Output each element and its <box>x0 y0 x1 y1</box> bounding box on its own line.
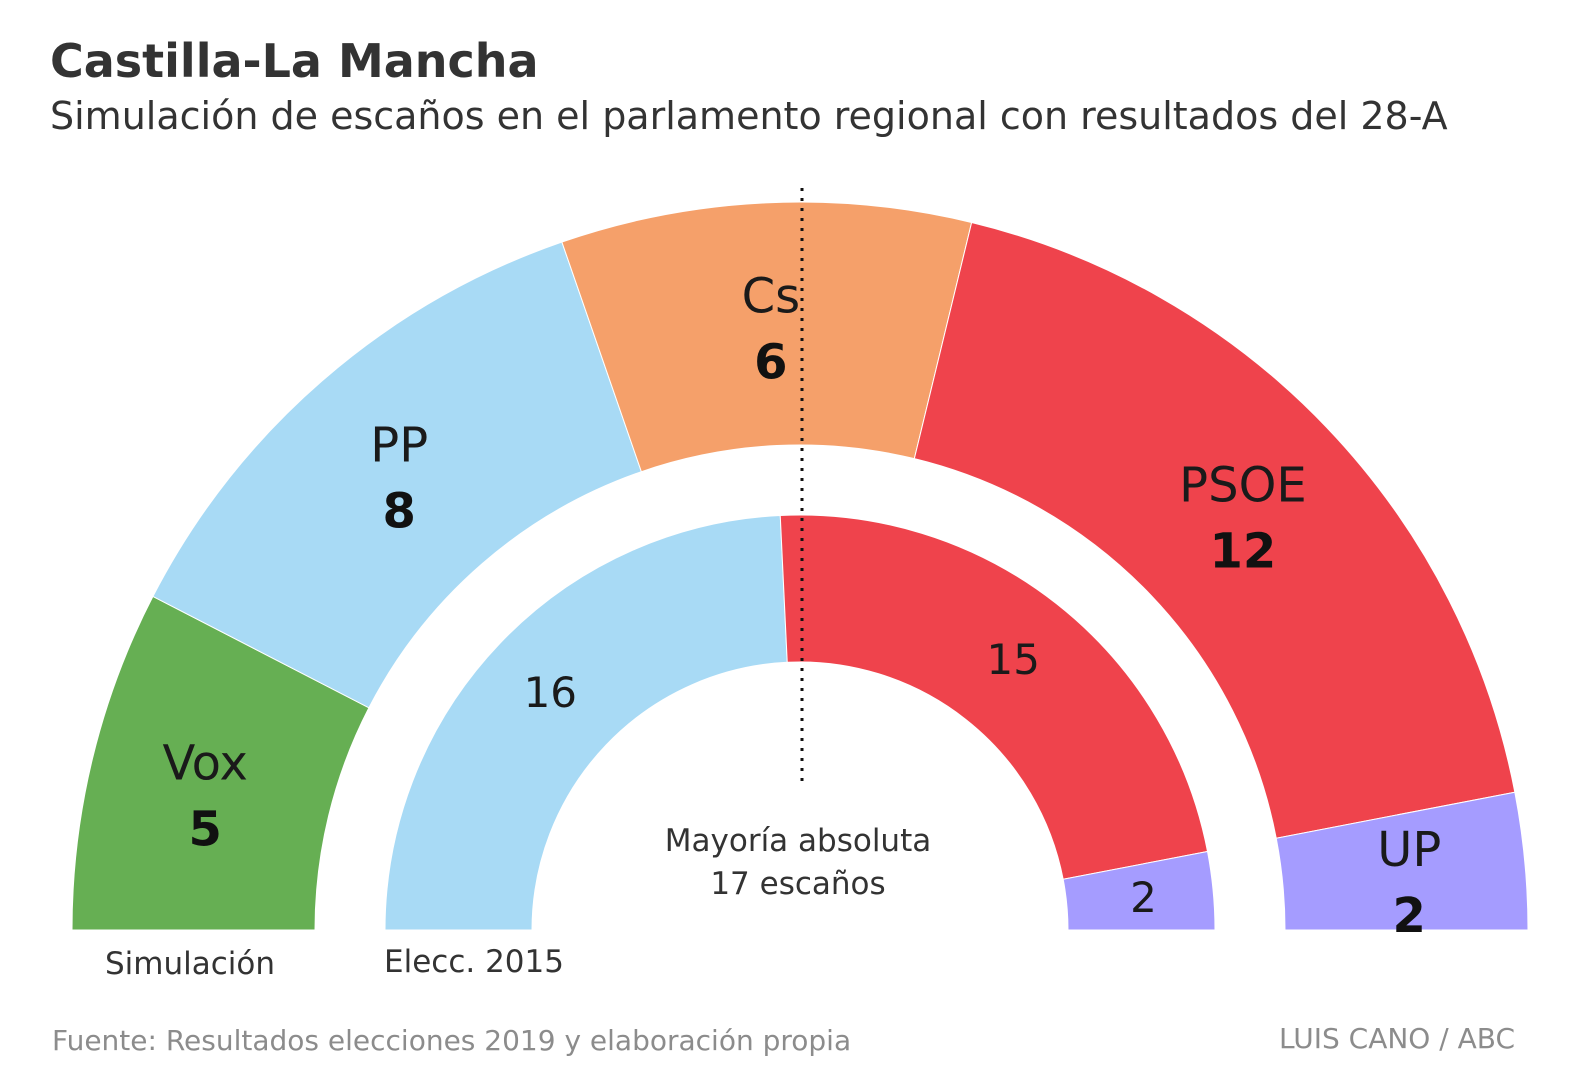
outer-psoe-seats-label: 12 <box>1210 524 1277 580</box>
credit-note: LUIS CANO / ABC <box>1279 1022 1515 1055</box>
majority-label: Mayoría absoluta <box>665 823 931 859</box>
inner-pp-segment <box>384 514 788 931</box>
simulation-ring-label: Simulación <box>105 946 275 982</box>
inner-psoe-seats-label: 15 <box>987 635 1040 684</box>
outer-vox-seats-label: 5 <box>189 802 222 858</box>
chart-title: Castilla-La Mancha <box>50 34 539 88</box>
election-2015-ring-label: Elecc. 2015 <box>384 944 564 980</box>
outer-ring-simulation: Vox 5 PP 8 Cs 6 PSOE 12 UP 2 <box>71 201 1529 944</box>
outer-psoe-segment <box>913 221 1516 839</box>
outer-psoe-name-label: PSOE <box>1179 458 1307 514</box>
outer-vox-name-label: Vox <box>163 736 248 792</box>
inner-pp-seats-label: 16 <box>524 668 577 717</box>
inner-psoe-segment <box>779 514 1209 880</box>
chart-subtitle: Simulación de escaños en el parlamento r… <box>50 94 1448 138</box>
inner-ring-2015: 16 15 2 <box>384 514 1216 931</box>
majority-seats-label: 17 escaños <box>710 866 885 902</box>
source-note: Fuente: Resultados elecciones 2019 y ela… <box>52 1024 852 1057</box>
outer-pp-segment <box>152 241 643 709</box>
inner-up-segment <box>1062 850 1216 931</box>
outer-pp-seats-label: 8 <box>383 483 416 539</box>
outer-up-name-label: UP <box>1377 822 1441 878</box>
inner-up-seats-label: 2 <box>1130 873 1157 922</box>
outer-cs-seats-label: 6 <box>754 335 787 391</box>
outer-up-seats-label: 2 <box>1393 888 1426 944</box>
outer-cs-name-label: Cs <box>742 269 801 325</box>
outer-pp-name-label: PP <box>370 417 428 473</box>
outer-up-segment <box>1275 791 1529 931</box>
